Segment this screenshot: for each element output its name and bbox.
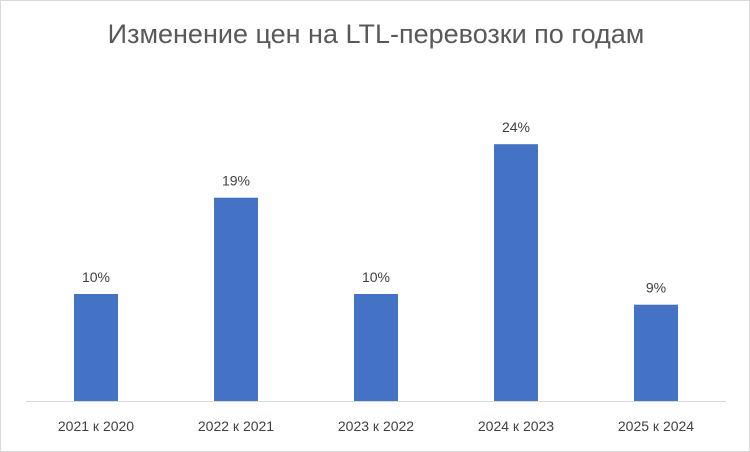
data-label-0: 10% bbox=[82, 269, 110, 285]
x-tick-label-4: 2025 к 2024 bbox=[618, 418, 694, 434]
x-tick-label-2: 2023 к 2022 bbox=[338, 418, 414, 434]
data-label-1: 19% bbox=[222, 173, 250, 189]
x-tick-label-3: 2024 к 2023 bbox=[478, 418, 554, 434]
chart-title: Изменение цен на LTL-перевозки по годам bbox=[107, 19, 645, 49]
data-label-2: 10% bbox=[362, 269, 390, 285]
bar-2 bbox=[354, 294, 398, 401]
data-label-4: 9% bbox=[646, 280, 666, 296]
x-tick-label-0: 2021 к 2020 bbox=[58, 418, 134, 434]
bar-0 bbox=[74, 294, 118, 401]
bar-4 bbox=[634, 304, 678, 401]
bar-1 bbox=[214, 197, 258, 401]
data-label-3: 24% bbox=[502, 119, 530, 135]
bar-3 bbox=[494, 144, 538, 401]
x-tick-label-1: 2022 к 2021 bbox=[198, 418, 274, 434]
